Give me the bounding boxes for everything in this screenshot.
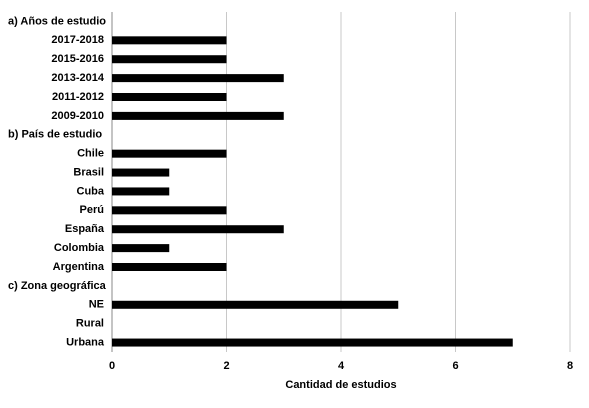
x-tick-label: 4 [338, 360, 345, 372]
group-label: c) Zona geográfica [8, 280, 107, 292]
x-tick-label: 0 [109, 360, 115, 372]
y-tick-label: Chile [77, 148, 104, 160]
bar [112, 93, 227, 101]
y-tick-label: Brasil [73, 166, 104, 178]
bar [112, 55, 227, 64]
bar [112, 338, 513, 347]
y-tick-label: 2011-2012 [52, 91, 104, 103]
y-tick-label: Colombia [54, 242, 105, 254]
bar [112, 111, 284, 120]
bar [112, 206, 227, 215]
y-tick-label: NE [89, 299, 104, 311]
bar [112, 300, 399, 309]
bar [112, 225, 284, 234]
bar [112, 244, 170, 253]
y-tick-label: 2015-2016 [51, 53, 104, 65]
y-tick-label: Cuba [77, 185, 105, 197]
x-tick-label: 8 [567, 360, 573, 372]
bar [112, 74, 284, 83]
bar [112, 149, 227, 158]
group-label: b) País de estudio [8, 129, 102, 141]
x-tick-label: 2 [223, 360, 229, 372]
x-axis-title: Cantidad de estudios [285, 379, 396, 391]
y-tick-label: España [65, 223, 105, 235]
y-tick-label: 2013-2014 [51, 72, 104, 84]
y-tick-label: 2009-2010 [51, 110, 104, 122]
group-label: a) Años de estudio [8, 15, 106, 27]
bar [112, 187, 170, 196]
bar [112, 36, 227, 45]
x-tick-label: 6 [452, 360, 458, 372]
y-tick-label: Perú [80, 204, 104, 216]
bar [112, 263, 227, 271]
y-tick-label: Rural [76, 318, 104, 330]
y-tick-label: Argentina [53, 261, 105, 273]
y-tick-label: Urbana [66, 336, 105, 348]
bar [112, 168, 170, 177]
y-tick-label: 2017-2018 [51, 34, 104, 46]
